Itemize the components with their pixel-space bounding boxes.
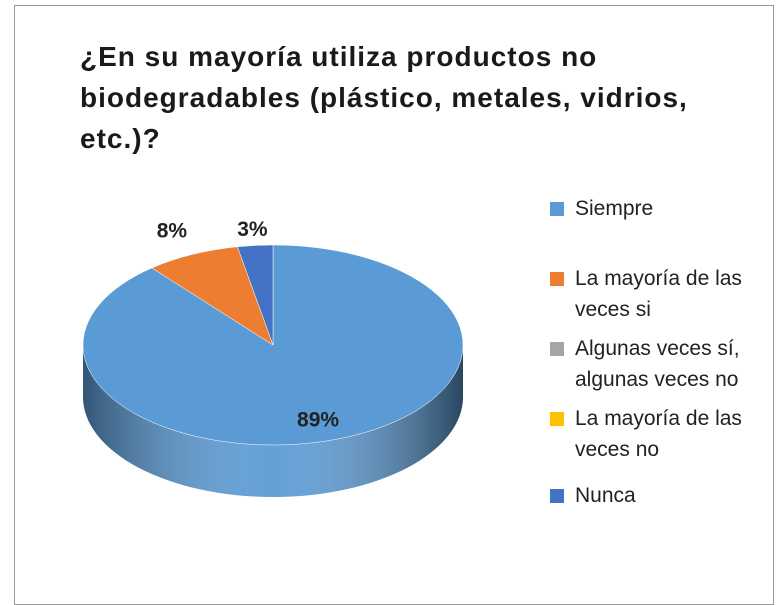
legend-swatch [550, 342, 564, 356]
legend-swatch [550, 489, 564, 503]
legend-label: Siempre [575, 197, 654, 220]
legend-swatch [550, 272, 564, 286]
legend-label: La mayoría de las veces no [575, 407, 742, 461]
legend-swatch [550, 202, 564, 216]
slice-side-shade [83, 345, 463, 497]
legend-item: Algunas veces sí, algunas veces no [550, 333, 765, 395]
legend-label: Algunas veces sí, algunas veces no [575, 337, 740, 391]
legend-item: La mayoría de las veces si [550, 263, 765, 325]
data-label: 3% [237, 218, 268, 241]
legend-item: Nunca [550, 480, 765, 511]
legend-item: La mayoría de las veces no [550, 403, 765, 465]
slice [237, 244, 274, 346]
legend-swatch [550, 412, 564, 426]
slice [151, 246, 274, 346]
legend-label: La mayoría de las veces si [575, 267, 742, 321]
chart-title: ¿En su mayoría utiliza productos no biod… [80, 41, 688, 154]
data-label: 89% [297, 408, 339, 431]
legend-label: Nunca [575, 484, 636, 507]
legend-item: Siempre [550, 193, 765, 224]
data-label: 8% [157, 219, 188, 242]
